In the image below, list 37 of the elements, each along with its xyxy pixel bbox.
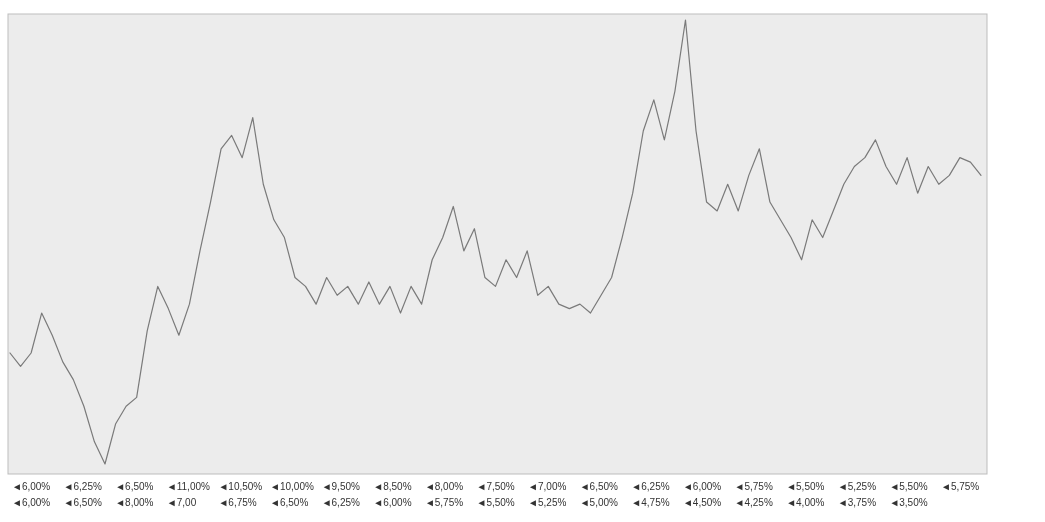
text: ◄5,50%	[786, 481, 825, 492]
text: ◄5,75%	[941, 481, 980, 492]
text: ◄5,75%	[424, 497, 464, 508]
text: ◄6,00%	[12, 481, 51, 492]
text: ◄4,00%	[786, 497, 825, 508]
text: ◄7,00	[166, 497, 197, 508]
text: ◄3,75%	[837, 497, 877, 508]
text: ◄5,25%	[837, 481, 877, 492]
text: ◄3,50%	[889, 497, 928, 508]
text: ◄7,50%	[476, 481, 515, 492]
text: ◄6,25%	[321, 497, 361, 508]
text: ◄5,50%	[476, 497, 515, 508]
text: ◄5,25%	[528, 497, 567, 508]
text: ◄9,50%	[321, 481, 361, 492]
text: ◄6,50%	[579, 481, 619, 492]
text: ◄6,00%	[12, 497, 51, 508]
text: ◄4,25%	[734, 497, 773, 508]
text: ◄6,00%	[373, 497, 412, 508]
text: ◄10,50%	[218, 481, 263, 492]
text: ◄6,25%	[631, 481, 670, 492]
text: ◄8,00%	[115, 497, 154, 508]
text: ◄5,50%	[889, 481, 928, 492]
text: ◄11,00%	[166, 481, 211, 492]
text: ◄6,50%	[115, 481, 154, 492]
text: ◄6,25%	[63, 481, 102, 492]
text: ◄4,50%	[682, 497, 722, 508]
text: ◄6,50%	[63, 497, 102, 508]
text: ◄6,50%	[270, 497, 309, 508]
text: ◄5,75%	[734, 481, 773, 492]
text: ◄8,50%	[373, 481, 412, 492]
text: ◄10,00%	[270, 481, 314, 492]
text: ◄6,75%	[218, 497, 257, 508]
text: ◄4,75%	[631, 497, 670, 508]
text: ◄5,00%	[579, 497, 619, 508]
text: ◄6,00%	[682, 481, 722, 492]
text: ◄7,00%	[528, 481, 567, 492]
text: ◄8,00%	[424, 481, 464, 492]
